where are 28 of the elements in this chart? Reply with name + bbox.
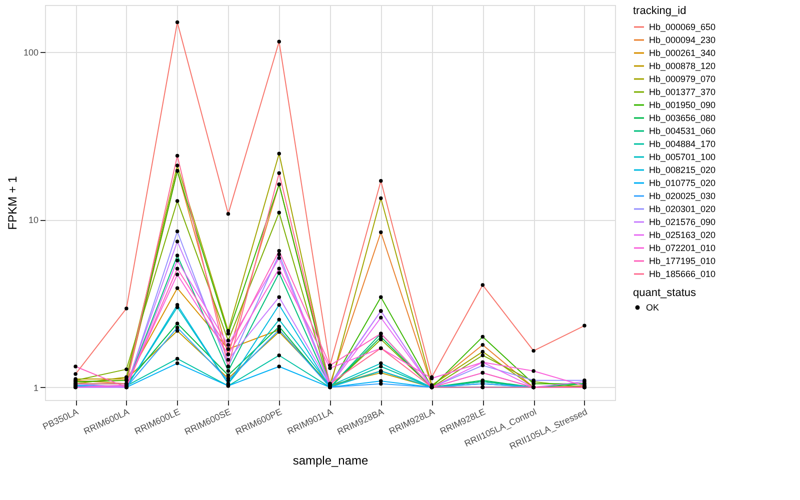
legend-label: Hb_020301_020 (649, 204, 716, 214)
legend-label: Hb_000261_340 (649, 48, 716, 58)
y-axis-title: FPKM + 1 (5, 176, 20, 230)
legend-label: Hb_177195_010 (649, 256, 716, 266)
legend-label: Hb_021576_090 (649, 217, 716, 227)
legend-label: Hb_003656_080 (649, 113, 716, 123)
legend-label: Hb_010775_020 (649, 178, 716, 188)
legend-label: Hb_025163_020 (649, 230, 716, 240)
text: OK (646, 302, 660, 312)
legend-label: Hb_000094_230 (649, 35, 716, 45)
y-tick-label: 10 (28, 215, 38, 226)
legend-label: Hb_000979_070 (649, 74, 716, 84)
legend-title: tracking_id (633, 5, 686, 17)
y-tick-label: 100 (23, 47, 38, 58)
legend-label: Hb_020025_030 (649, 191, 716, 201)
legend-label: Hb_005701_100 (649, 152, 716, 162)
legend-label: Hb_001377_370 (649, 87, 716, 97)
x-axis-title: sample_name (292, 453, 369, 468)
legend-label: Hb_072201_010 (649, 243, 716, 253)
legend-label: Hb_004884_170 (649, 139, 716, 149)
y-tick-label: 1 (33, 382, 38, 393)
legend-label: Hb_008215_020 (649, 165, 716, 175)
legend-label: Hb_185666_010 (649, 269, 716, 279)
legend-label: Hb_004531_060 (649, 126, 716, 136)
legend-label: Hb_000878_120 (649, 61, 716, 71)
legend-label: Hb_000069_650 (649, 22, 716, 32)
legend-label: Hb_001950_090 (649, 100, 716, 110)
text: quant_status (633, 287, 696, 299)
